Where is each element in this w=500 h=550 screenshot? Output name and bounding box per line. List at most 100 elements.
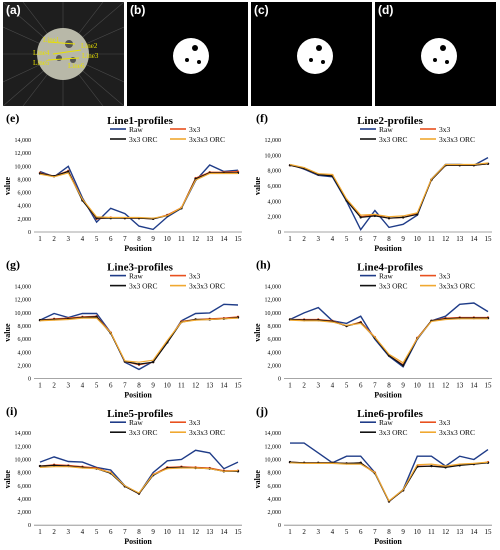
x-axis-label: Position [124,537,152,546]
x-tick-label: 2 [52,382,56,390]
legend-label: Raw [129,125,143,134]
x-tick-label: 3 [67,382,71,390]
chart-panel-label: (e) [6,111,19,125]
chart-title: Line5-profiles [107,408,174,420]
legend-label: 3x3 ORC [129,135,158,144]
chart-panel-label: (i) [6,404,17,418]
y-tick-label: 6,000 [18,191,32,197]
x-tick-label: 1 [38,235,42,243]
legend-label: 3x3 [189,418,201,427]
x-tick-label: 15 [235,382,243,390]
y-tick-label: 10,000 [265,457,282,463]
legend-label: 3x3 [189,125,201,134]
y-tick-label: 12,000 [265,298,282,304]
data-point [359,461,362,464]
data-point [151,360,155,364]
x-tick-label: 10 [164,528,172,536]
x-tick-label: 2 [302,528,306,536]
chart-panel-label: (h) [256,258,271,272]
x-tick-label: 12 [442,382,450,390]
data-point [444,466,447,469]
x-tick-label: 9 [401,235,405,243]
x-tick-label: 11 [428,235,435,243]
series-line-3x3-orc [289,163,489,219]
legend-label: 3x3 [439,272,451,281]
x-tick-label: 14 [470,382,478,390]
legend-label: 3x3x3 ORC [439,135,475,144]
phantom-d-graphic [421,38,457,74]
x-tick-label: 7 [373,528,377,536]
x-tick-label: 9 [401,528,405,536]
x-tick-label: 3 [317,528,321,536]
series-line-3x3x3-orc [289,318,488,364]
data-point [458,464,461,467]
legend-label: Raw [379,272,393,281]
y-tick-label: 0 [28,230,31,236]
x-tick-label: 13 [456,382,464,390]
x-tick-label: 9 [401,382,405,390]
series-line-raw [289,302,489,368]
y-tick-label: 2,000 [268,215,282,221]
series-line-raw [39,449,239,495]
y-tick-label: 14,000 [265,431,282,437]
x-tick-label: 6 [359,528,363,536]
x-tick-label: 7 [373,235,377,243]
y-tick-label: 14,000 [15,285,32,291]
legend-label: 3x3 [189,272,201,281]
x-tick-label: 12 [192,528,200,536]
y-tick-label: 4,000 [18,497,32,503]
phantom-b-graphic [173,38,209,74]
x-tick-label: 8 [387,382,391,390]
data-point [373,214,377,218]
legend-label: 3x3 [439,418,451,427]
y-tick-label: 4,000 [18,204,32,210]
y-tick-label: 6,000 [268,484,282,490]
x-tick-label: 3 [67,528,71,536]
series-line-3x3-orc [289,461,489,503]
y-axis-label: value [3,470,12,489]
y-tick-label: 14,000 [265,285,282,291]
y-tick-label: 6,000 [18,337,32,343]
y-axis-label: value [253,323,262,342]
x-tick-label: 5 [95,528,99,536]
legend-label: Raw [379,418,393,427]
x-tick-label: 15 [485,235,493,243]
data-point [416,213,419,216]
x-tick-label: 12 [192,235,200,243]
phantom-image-d: (d) [375,2,496,106]
chart-panel-label: (j) [256,404,268,418]
legend-label: 3x3 ORC [379,282,408,291]
x-tick-label: 6 [109,382,113,390]
x-axis-label: Position [374,244,402,253]
y-tick-label: 4,000 [18,350,32,356]
x-tick-label: 13 [206,235,214,243]
y-tick-label: 0 [28,523,31,529]
x-tick-label: 7 [123,382,127,390]
x-tick-label: 4 [81,528,85,536]
y-tick-label: 8,000 [268,471,282,477]
x-tick-label: 15 [485,382,493,390]
y-axis-label: value [3,323,12,342]
y-tick-label: 10,000 [15,311,32,317]
y-tick-label: 8,000 [268,324,282,330]
x-tick-label: 10 [414,528,422,536]
line-label-1: Line1 [43,36,60,44]
data-point [137,362,141,366]
image-panels: Line1 Line4 Line5 Line2 Line3 Line6 (a) … [0,0,500,110]
x-tick-label: 1 [288,528,292,536]
x-tick-label: 6 [109,235,113,243]
y-tick-label: 4,000 [268,350,282,356]
data-point [430,464,433,468]
y-tick-label: 2,000 [268,363,282,369]
y-tick-label: 0 [278,230,281,236]
x-tick-label: 13 [456,528,464,536]
x-tick-label: 15 [235,528,243,536]
x-tick-label: 2 [52,235,56,243]
data-point [95,315,98,319]
x-tick-label: 3 [67,235,71,243]
y-tick-label: 0 [28,377,31,383]
x-tick-label: 10 [164,235,172,243]
line-label-6: Line6 [68,62,85,70]
